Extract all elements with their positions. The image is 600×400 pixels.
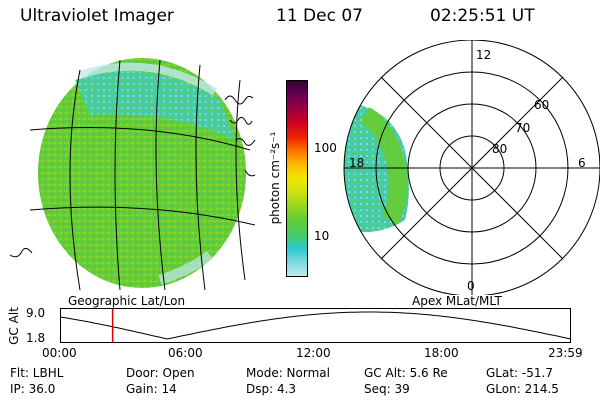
filter-info: Flt: LBHL [10,366,64,380]
mode-info: Mode: Normal [246,366,330,380]
timeline-x-tick-0000: 00:00 [42,346,77,360]
right-panel-caption: Apex MLat/MLT [412,294,502,308]
timeline-x-tick-1800: 18:00 [424,346,459,360]
date-label: 11 Dec 07 [276,6,363,26]
timeline-x-tick-2359: 23:59 [548,346,583,360]
glon-info: GLon: 214.5 [486,382,559,396]
timeline-plot [60,308,572,343]
timeline-axis-label: GC Alt [7,307,21,345]
timeline-frame [60,308,571,343]
mlt-label-0: 0 [467,279,475,293]
mlt-label-18: 18 [349,156,364,170]
timeline-x-tick-0600: 06:00 [168,346,203,360]
mlt-label-12: 12 [476,48,491,62]
dsp-info: Dsp: 4.3 [246,382,297,396]
coastline [9,247,33,258]
coastline [244,169,256,177]
longitude-line [69,69,81,290]
timeline-x-tick-1200: 12:00 [296,346,331,360]
colorbar-unit-label: photon cm⁻²s⁻¹ [268,131,282,225]
limb-haze [78,62,218,96]
mlat-label-80: 80 [492,142,507,156]
colorbar [286,80,308,277]
coastline [235,138,256,146]
left-panel-caption: Geographic Lat/Lon [68,294,186,308]
longitude-line [114,59,121,290]
gc-altitude-curve [60,311,572,340]
longitude-line [155,59,166,290]
coastline [224,95,254,105]
mlat-label-60: 60 [534,98,549,112]
gain-info: Gain: 14 [126,382,177,396]
longitude-line [235,79,246,281]
colorbar-tick-100: 100 [314,141,337,155]
polar-plot: 12 6 0 18 60 70 80 [343,40,600,295]
longitude-line [195,64,206,290]
time-label: 02:25:51 UT [430,6,535,26]
timeline-y-tick-bottom: 1.8 [26,331,46,345]
mlt-label-6: 6 [578,156,586,170]
instrument-title: Ultraviolet Imager [20,6,174,26]
latitude-line [29,206,256,226]
auroral-oval [75,71,235,140]
glat-info: GLat: -51.7 [486,366,553,380]
colorbar-tick-10: 10 [314,229,330,243]
door-info: Door: Open [126,366,195,380]
ip-info: IP: 36.0 [10,382,56,396]
timeline-y-tick-top: 9.0 [26,306,46,320]
mlat-label-70: 70 [515,121,530,135]
geographic-image [9,58,256,290]
mlt-diagonal [380,76,564,260]
coastline [229,116,253,125]
seq-info: Seq: 39 [364,382,410,396]
latitude-line [29,127,251,151]
gc-alt-info: GC Alt: 5.6 Re [364,366,448,380]
